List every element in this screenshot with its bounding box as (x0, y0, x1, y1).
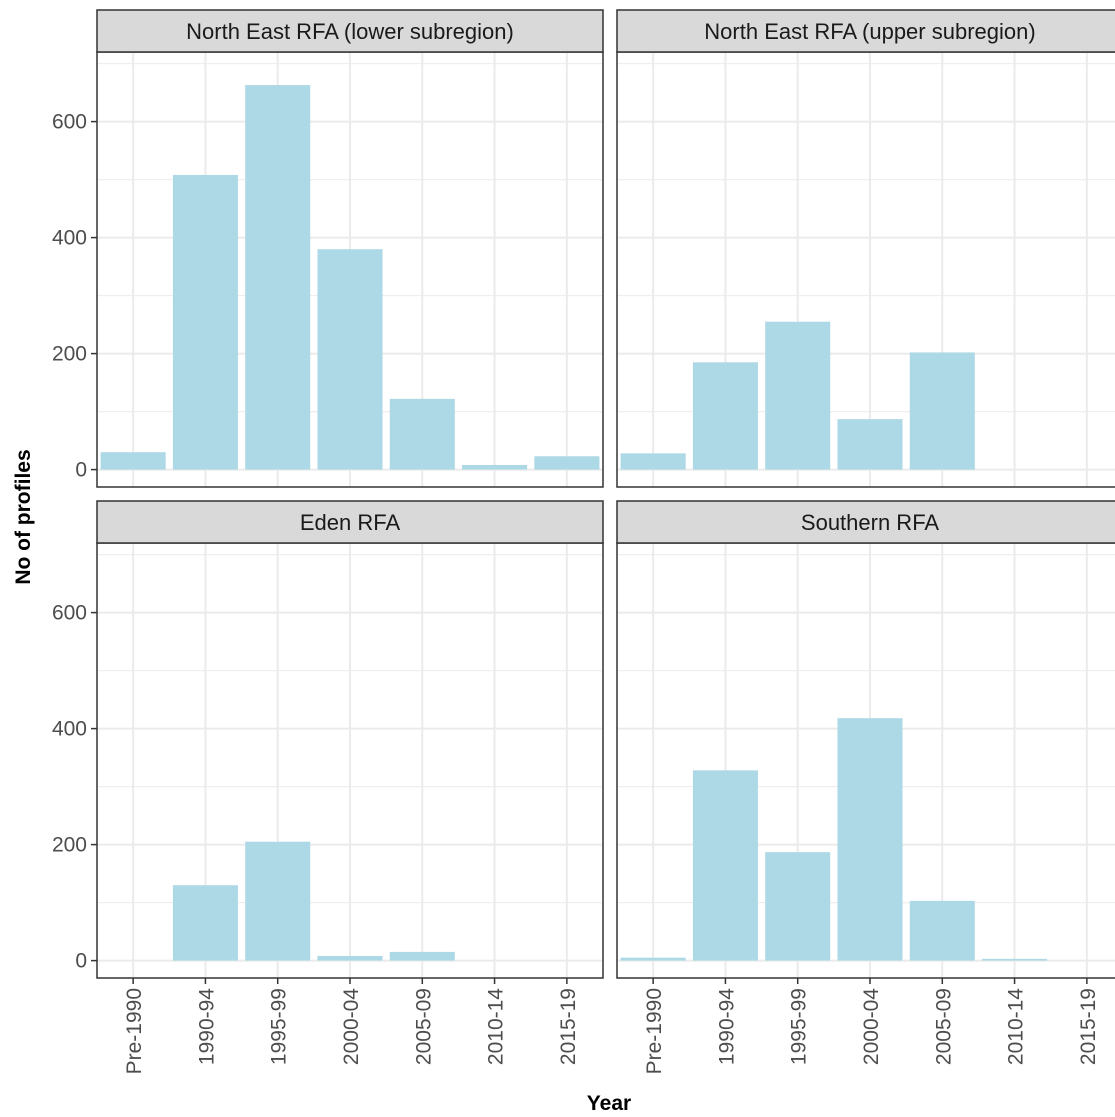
facet-strip-title: North East RFA (lower subregion) (186, 19, 514, 44)
facet-strip (616, 500, 1115, 544)
y-tick-label: 400 (52, 227, 87, 250)
facet-panel: North East RFA (lower subregion) (96, 9, 604, 488)
x-tick-label: 2010-14 (485, 988, 508, 1065)
bar-2005-09 (389, 398, 455, 470)
x-tick-label: 2005-09 (932, 988, 955, 1065)
facet-strip-title: North East RFA (upper subregion) (704, 19, 1035, 44)
bar-1990-94 (172, 885, 238, 961)
bar-2000-04 (837, 419, 903, 470)
x-tick-label: 2000-04 (860, 988, 883, 1065)
bar-2005-09 (909, 900, 975, 961)
facet-strip (616, 9, 1115, 53)
bar-2010-14 (462, 464, 528, 470)
bar-2015-19 (534, 456, 600, 470)
bar-2005-09 (909, 352, 975, 470)
bar-1995-99 (245, 85, 311, 470)
bar-2000-04 (317, 249, 383, 470)
y-tick-label: 400 (52, 718, 87, 741)
bar-2010-14 (982, 958, 1048, 961)
facet-strip-title: Southern RFA (801, 510, 940, 535)
panels-layer: North East RFA (lower subregion) North Ea… (96, 9, 1115, 979)
axes-layer: 0 200 400 600 0 200 400 600 Pre-1990 1990-94 1995-… (52, 111, 1100, 1075)
bar-1990-94 (692, 770, 758, 961)
x-tick-label: Pre-1990 (643, 988, 666, 1074)
y-tick-label: 600 (52, 111, 87, 134)
facet-strip (96, 500, 604, 544)
y-tick-label: 200 (52, 343, 87, 366)
x-tick-label: 2005-09 (412, 988, 435, 1065)
bar-1995-99 (245, 841, 311, 961)
facet-panel: North East RFA (upper subregion) (616, 9, 1115, 488)
x-tick-label: 2015-19 (1077, 988, 1100, 1065)
facet-strip-title: Eden RFA (300, 510, 401, 535)
bar-pre-1990 (620, 453, 686, 470)
x-tick-label: 2015-19 (557, 988, 580, 1065)
bar-1990-94 (172, 174, 238, 470)
bar-1990-94 (692, 362, 758, 470)
y-tick-label: 0 (75, 950, 87, 973)
bar-pre-1990 (620, 957, 686, 961)
bar-2000-04 (837, 718, 903, 961)
x-tick-label: 1995-99 (268, 988, 291, 1065)
y-tick-label: 600 (52, 602, 87, 625)
x-tick-label: 1995-99 (788, 988, 811, 1065)
x-tick-label: 1990-94 (195, 988, 218, 1065)
y-axis-title: No of profiles (12, 449, 35, 584)
x-axis-title: Year (587, 1092, 631, 1115)
bar-1995-99 (765, 852, 831, 961)
facet-strip (96, 9, 604, 53)
x-tick-label: 1990-94 (715, 988, 738, 1065)
x-tick-label: Pre-1990 (123, 988, 146, 1074)
y-tick-label: 0 (75, 459, 87, 482)
bar-pre-1990 (100, 452, 166, 470)
bar-2000-04 (317, 955, 383, 961)
bar-1995-99 (765, 321, 831, 470)
x-tick-label: 2010-14 (1005, 988, 1028, 1065)
y-tick-label: 200 (52, 834, 87, 857)
bar-2005-09 (389, 951, 455, 961)
facet-panel: Eden RFA (96, 500, 604, 979)
x-tick-label: 2000-04 (340, 988, 363, 1065)
facet-panel: Southern RFA (616, 500, 1115, 979)
